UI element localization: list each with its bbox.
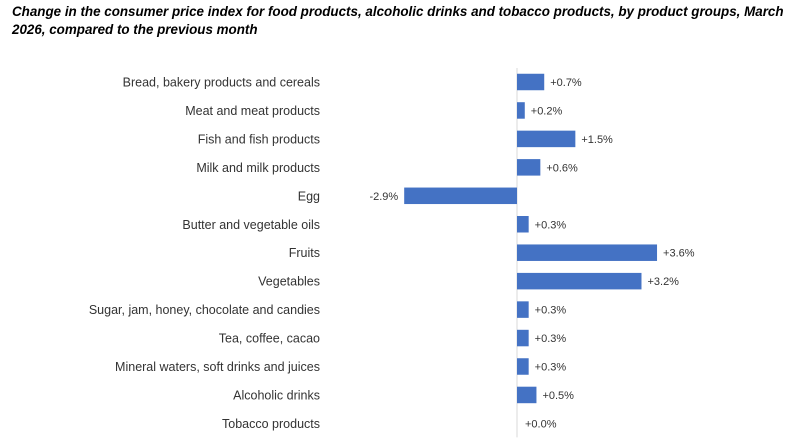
category-label: Egg [298, 189, 320, 203]
value-label: +0.3% [535, 333, 567, 345]
category-label: Milk and milk products [196, 161, 320, 175]
bar [517, 301, 529, 318]
category-label: Tobacco products [222, 417, 320, 431]
value-label: +3.2% [647, 276, 679, 288]
bar [517, 358, 529, 375]
category-label: Tea, coffee, cacao [219, 332, 320, 346]
category-label: Fruits [289, 246, 320, 260]
category-label: Fish and fish products [198, 132, 320, 146]
value-label: -2.9% [369, 191, 398, 203]
bar [517, 216, 529, 233]
value-label: +0.2% [531, 105, 563, 117]
value-label: +0.3% [535, 305, 567, 317]
value-label: +0.0% [525, 418, 557, 430]
bar [517, 329, 529, 347]
value-label: +0.6% [546, 162, 578, 174]
category-label: Butter and vegetable oils [182, 218, 320, 232]
bar [517, 130, 576, 148]
bar [517, 159, 541, 176]
category-label: Meat and meat products [185, 104, 320, 118]
value-labels: +0.7% +0.2% +1.5% +0.6% -2.9% +0.3% +3.6% +3.2%… [369, 77, 694, 430]
bar [517, 386, 537, 404]
value-label: +0.7% [550, 77, 582, 89]
value-label: +0.5% [542, 390, 574, 402]
category-labels: Bread, bakery products and cereals Meat a… [89, 76, 320, 431]
value-label: +1.5% [581, 134, 613, 146]
category-label: Vegetables [258, 275, 320, 289]
category-label: Bread, bakery products and cereals [123, 76, 320, 90]
bar [517, 272, 642, 290]
category-label: Mineral waters, soft drinks and juices [115, 360, 320, 374]
value-label: +0.3% [535, 219, 567, 231]
value-label: +3.6% [663, 248, 695, 260]
chart-title: Change in the consumer price index for f… [12, 4, 784, 37]
category-label: Alcoholic drinks [233, 388, 320, 402]
bar [404, 187, 517, 205]
bar [517, 102, 525, 119]
bar [517, 73, 545, 91]
category-label: Sugar, jam, honey, chocolate and candies [89, 303, 320, 317]
bars-layer [404, 73, 658, 404]
bar [517, 244, 658, 261]
value-label: +0.3% [535, 362, 567, 374]
